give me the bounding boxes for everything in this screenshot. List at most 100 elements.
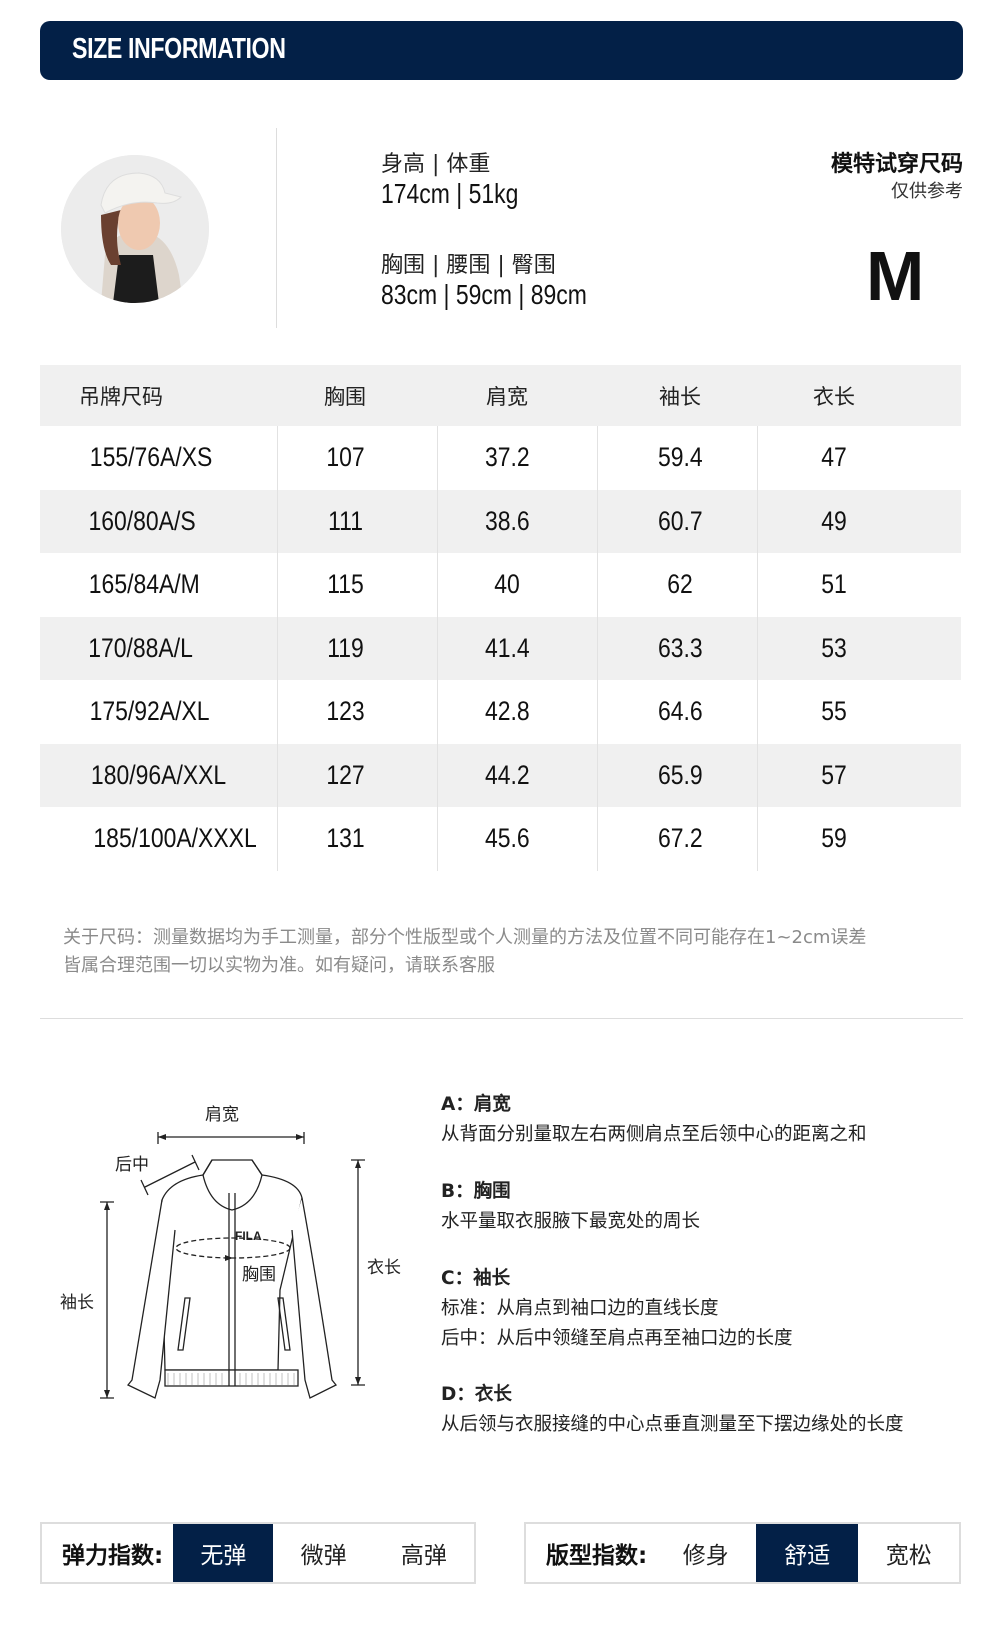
fit-option[interactable]: 宽松 (858, 1524, 959, 1582)
size-note: 关于尺码：测量数据均为手工测量，部分个性版型或个人测量的方法及位置不同可能存在1… (63, 924, 866, 980)
divider (276, 128, 277, 328)
cell-value: 51 (821, 569, 848, 600)
cell-value: 111 (328, 505, 363, 536)
cell-value: 53 (821, 632, 848, 663)
cell-value: 67.2 (658, 823, 703, 854)
cell-value: 65.9 (658, 759, 703, 790)
height-weight-label: 身高 | 体重 (381, 152, 491, 177)
cell-value: 175/92A/XL (89, 696, 210, 727)
cell-value: 40 (494, 569, 521, 600)
cell-value: 160/80A/S (88, 505, 196, 536)
cell-tag-size: 165/84A/M (40, 553, 277, 617)
label-length: 衣长 (367, 1258, 401, 1278)
cell-length: 53 (757, 616, 961, 680)
cell-tag-size: 155/76A/XS (40, 426, 277, 490)
cell-chest: 115 (277, 553, 437, 617)
option-label: 宽松 (885, 1543, 932, 1569)
cell-value: 131 (326, 823, 365, 854)
cell-value: 49 (821, 505, 848, 536)
cell-shoulder: 41.4 (437, 616, 597, 680)
cell-value: 62 (667, 569, 694, 600)
description-title: B：胸围 (441, 1181, 511, 1202)
measure-value: 83cm | 59cm | 89cm (381, 279, 587, 310)
fit-index: 版型指数: 修身 舒适 宽松 (524, 1522, 961, 1584)
note-line: 关于尺码：测量数据均为手工测量，部分个性版型或个人测量的方法及位置不同可能存在1… (63, 927, 867, 948)
cell-chest: 127 (277, 743, 437, 807)
cell-sleeve: 62 (597, 553, 757, 617)
cell-value: 55 (821, 696, 848, 727)
cell-value: 44.2 (485, 759, 530, 790)
cell-value: 127 (326, 759, 365, 790)
option-label: 无弹 (200, 1543, 247, 1569)
cell-sleeve: 64.6 (597, 680, 757, 744)
cell-value: 57 (821, 759, 848, 790)
header-chest: 胸围 (324, 384, 366, 409)
table-row: 170/88A/L 119 41.4 63.3 53 (40, 616, 961, 681)
cell-value: 41.4 (485, 632, 530, 663)
measure-label: 胸围 | 腰围 | 臀围 (381, 253, 556, 278)
cell-value: 165/84A/M (88, 569, 200, 600)
description-title: C：袖长 (441, 1268, 511, 1289)
model-size: M (866, 237, 925, 315)
cell-sleeve: 59.4 (597, 426, 757, 490)
description-line: 水平量取衣服腋下最宽处的周长 (441, 1211, 701, 1232)
description-title: A：肩宽 (441, 1094, 511, 1115)
description-title: D：衣长 (441, 1384, 512, 1405)
elasticity-option[interactable]: 无弹 (173, 1524, 274, 1582)
description-line: 后中：从后中领缝至肩点再至袖口边的长度 (441, 1328, 793, 1349)
jacket-diagram: FILA 肩宽 后中 胸围 袖长 衣长 (60, 1105, 401, 1399)
option-label: 微弹 (300, 1543, 347, 1569)
cell-shoulder: 37.2 (437, 426, 597, 490)
fit-label: 版型指数: (546, 1543, 648, 1569)
cell-value: 37.2 (485, 442, 530, 473)
cell-value: 59 (821, 823, 848, 854)
fit-option[interactable]: 舒适 (755, 1524, 859, 1582)
cell-tag-size: 185/100A/XXXL (40, 807, 277, 871)
description-line: 从后领与衣服接缝的中心点垂直测量至下摆边缘处的长度 (441, 1414, 904, 1435)
table-row: 155/76A/XS 107 37.2 59.4 47 (40, 426, 961, 490)
measure-description: B：胸围水平量取衣服腋下最宽处的周长 (441, 1177, 700, 1237)
option-label: 舒适 (784, 1543, 831, 1569)
cell-tag-size: 170/88A/L (40, 617, 277, 681)
table-row: 180/96A/XXL 127 44.2 65.9 57 (40, 743, 961, 808)
cell-tag-size: 180/96A/XXL (40, 744, 277, 808)
cell-shoulder: 45.6 (437, 807, 597, 871)
option-label: 修身 (682, 1543, 729, 1569)
cell-chest: 107 (277, 426, 437, 490)
cell-value: 64.6 (658, 696, 703, 727)
note-line: 皆属合理范围一切以实物为准。如有疑问，请联系客服 (63, 955, 495, 976)
cell-shoulder: 38.6 (437, 489, 597, 553)
cell-length: 59 (757, 807, 961, 871)
cell-value: 107 (326, 442, 365, 473)
elasticity-option[interactable]: 微弹 (273, 1524, 373, 1582)
fit-option[interactable]: 修身 (655, 1524, 756, 1582)
table-row: 175/92A/XL 123 42.8 64.6 55 (40, 680, 961, 744)
table-row: 185/100A/XXXL 131 45.6 67.2 59 (40, 807, 961, 871)
header-tag-size: 吊牌尺码 (79, 384, 163, 409)
cell-value: 59.4 (658, 442, 703, 473)
cell-length: 47 (757, 426, 961, 490)
size-table: 吊牌尺码 胸围 肩宽 袖长 衣长 155/76A/XS 107 37.2 59.4 47… (40, 365, 961, 871)
cell-length: 51 (757, 553, 961, 617)
elasticity-index: 弹力指数: 无弹 微弹 高弹 (40, 1522, 476, 1584)
model-size-title: 模特试穿尺码 (830, 152, 963, 177)
cell-shoulder: 44.2 (437, 743, 597, 807)
header-length: 衣长 (813, 384, 855, 409)
label-shoulder: 肩宽 (205, 1105, 239, 1125)
cell-length: 49 (757, 489, 961, 553)
option-label: 高弹 (400, 1543, 447, 1569)
cell-shoulder: 40 (437, 553, 597, 617)
model-avatar (61, 155, 209, 303)
cell-value: 185/100A/XXXL (93, 823, 257, 854)
elasticity-option[interactable]: 高弹 (374, 1524, 474, 1582)
cell-length: 57 (757, 743, 961, 807)
cell-value: 47 (821, 442, 848, 473)
cell-sleeve: 60.7 (597, 489, 757, 553)
cell-value: 45.6 (485, 823, 530, 854)
cell-tag-size: 175/92A/XL (40, 680, 277, 744)
cell-value: 119 (327, 632, 364, 663)
cell-sleeve: 65.9 (597, 743, 757, 807)
cell-value: 60.7 (658, 505, 703, 536)
label-chest: 胸围 (242, 1265, 276, 1285)
cell-chest: 119 (277, 616, 437, 680)
